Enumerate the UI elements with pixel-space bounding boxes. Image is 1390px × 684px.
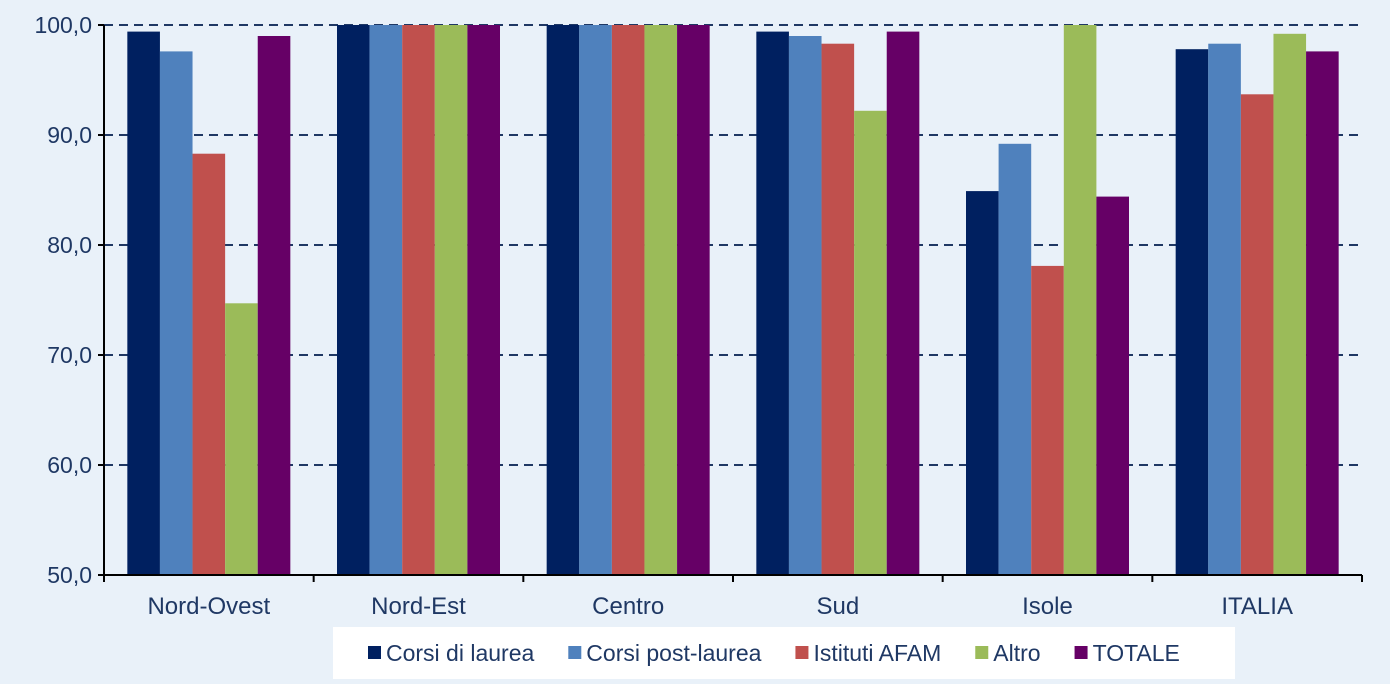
y-tick-label: 60,0 xyxy=(47,452,92,478)
y-tick-label: 90,0 xyxy=(47,122,92,148)
bar xyxy=(467,25,500,575)
y-tick-label: 100,0 xyxy=(34,12,92,38)
bar xyxy=(225,303,258,575)
bar xyxy=(337,25,370,575)
legend-label: Altro xyxy=(993,640,1040,666)
bar xyxy=(434,25,468,575)
bar xyxy=(579,25,612,575)
bar xyxy=(966,191,999,575)
legend-swatch xyxy=(568,646,582,659)
bar xyxy=(998,143,1032,576)
bar xyxy=(1273,33,1307,576)
axes: 50,0 60,0 70,0 80,0 90,0 100,0 Nord-Ovest Nord-… xyxy=(34,12,1363,620)
bar xyxy=(546,25,580,575)
bar xyxy=(369,25,403,575)
x-tick-label: Isole xyxy=(1022,593,1073,620)
legend-label: TOTALE xyxy=(1093,640,1180,666)
bar xyxy=(611,25,645,575)
bar xyxy=(788,36,822,575)
legend-swatch xyxy=(795,646,809,659)
x-tick-label: ITALIA xyxy=(1221,593,1293,620)
bar xyxy=(644,25,678,575)
bar xyxy=(1175,49,1209,575)
y-tick-label: 70,0 xyxy=(47,342,92,368)
x-tick-label: Nord-Est xyxy=(371,593,466,620)
bar xyxy=(854,110,887,576)
legend-label: Istituti AFAM xyxy=(813,640,941,666)
bar xyxy=(1208,43,1241,575)
bar xyxy=(1031,265,1064,575)
legend-swatch xyxy=(1074,646,1088,659)
bar xyxy=(257,36,291,575)
bar xyxy=(677,25,710,575)
y-tick-label: 50,0 xyxy=(47,562,92,588)
legend-swatch xyxy=(975,646,989,659)
bar xyxy=(756,31,789,576)
legend-swatch xyxy=(368,646,381,659)
bar xyxy=(402,25,435,575)
bar xyxy=(192,153,226,575)
y-tick-label: 80,0 xyxy=(47,232,92,258)
bar xyxy=(1306,51,1339,575)
gridlines xyxy=(104,24,1362,466)
bar xyxy=(821,43,855,575)
bars xyxy=(127,25,1339,576)
bar xyxy=(886,31,920,576)
bar xyxy=(127,31,160,576)
legend-label: Corsi di laurea xyxy=(386,640,534,666)
bar xyxy=(1063,25,1097,575)
x-tick-label: Centro xyxy=(592,593,664,620)
legend: Corsi di laurea Corsi post-laurea Istituti… xyxy=(333,627,1235,679)
bar xyxy=(1240,94,1274,576)
bar xyxy=(1096,196,1129,575)
x-tick-label: Nord-Ovest xyxy=(147,593,270,620)
legend-label: Corsi post-laurea xyxy=(586,640,761,666)
bar xyxy=(159,51,193,575)
x-tick-label: Sud xyxy=(816,593,859,620)
